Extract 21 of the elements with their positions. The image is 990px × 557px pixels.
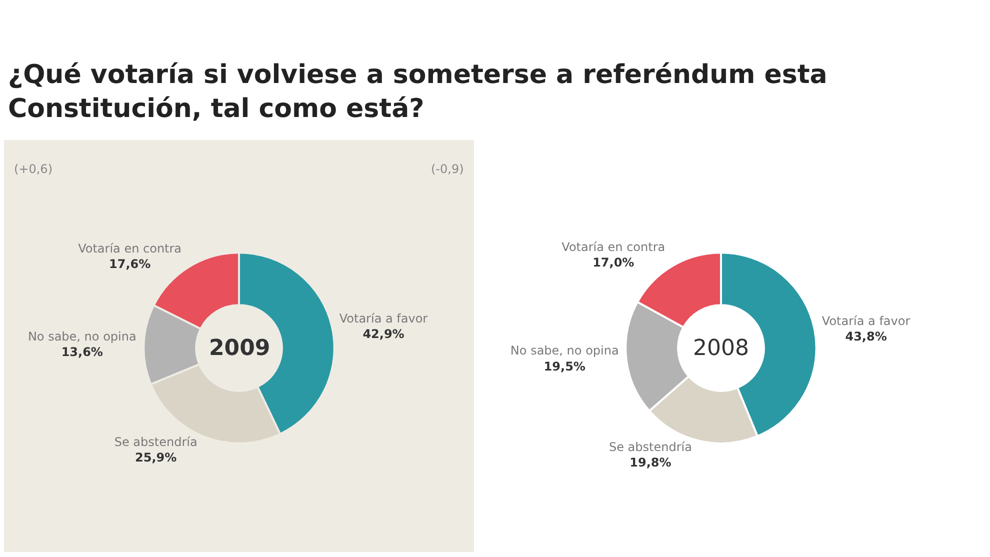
slice-label: No sabe, no opina [510, 344, 619, 358]
text: 2008 [693, 336, 749, 361]
slice-label: Se abstendría [608, 440, 692, 454]
slice-label: Votaría a favor [339, 311, 428, 326]
slice-label: Se abstendría [114, 435, 198, 450]
data-label: 13,6% [61, 345, 103, 360]
data-label: 17,0% [592, 256, 634, 270]
slice-label: Votaría en contra [562, 240, 666, 254]
data-label: 19,8% [630, 456, 672, 470]
slice-label: Votaría en contra [78, 241, 182, 256]
chart-title: ¿Qué votaría si volviese a someterse a referéndum esta Constitución, tal como está? [8, 59, 828, 126]
text: 2009 [209, 336, 270, 361]
data-label: 42,9% [362, 326, 404, 341]
data-label: 17,6% [108, 256, 151, 271]
text: (-0,9) [431, 162, 464, 176]
data-label: 19,5% [544, 359, 586, 374]
data-label: 25,9% [135, 450, 177, 465]
slice-label: No sabe, no opina [28, 330, 136, 344]
text: (+0,6) [14, 162, 53, 176]
slice-label: Votaría a favor [822, 314, 910, 328]
data-label: 43,8% [845, 330, 887, 344]
